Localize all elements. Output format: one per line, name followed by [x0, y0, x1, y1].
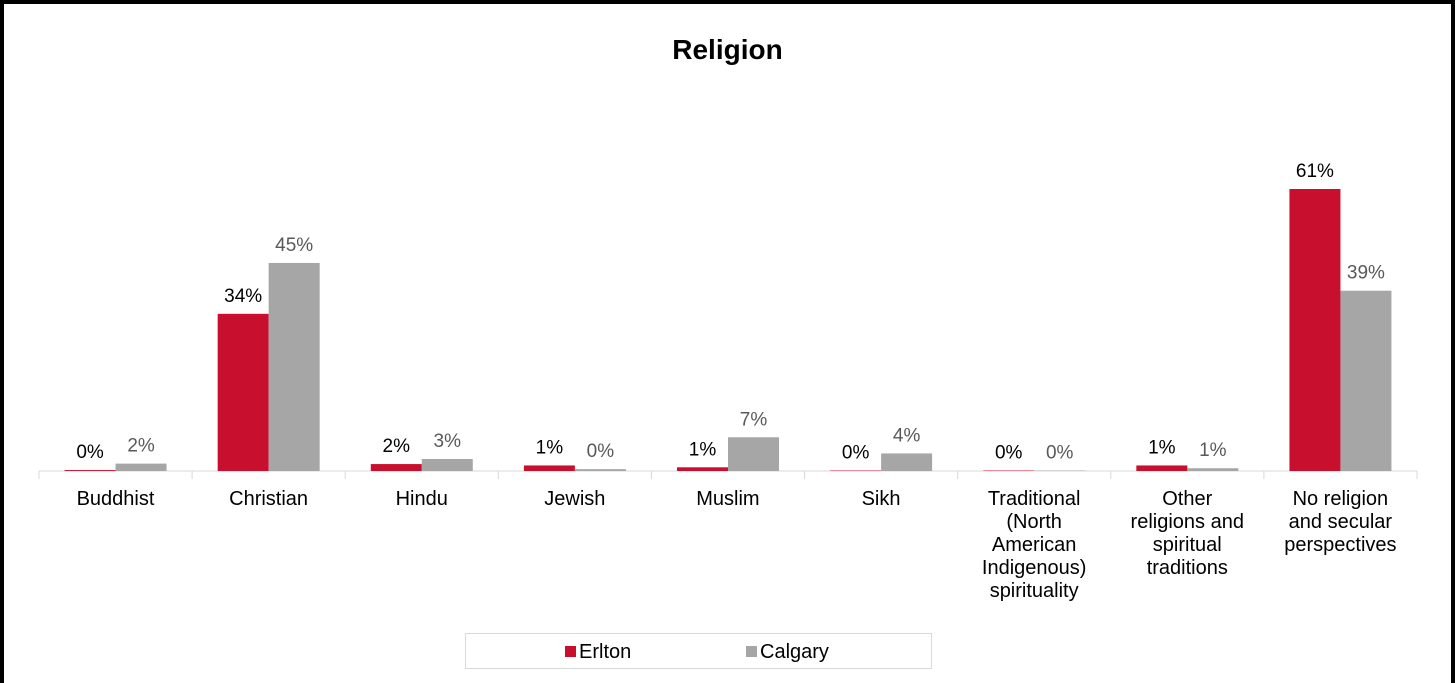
category-label: Other religions and spiritual traditions: [1130, 488, 1244, 579]
bar-calgary-5: [881, 453, 933, 471]
category-label: Traditional (North American Indigenous) …: [981, 488, 1087, 602]
data-label-erlton-6: 0%: [995, 443, 1023, 464]
data-label-calgary-3: 0%: [587, 441, 615, 462]
legend-item-erlton: Erlton: [565, 640, 631, 664]
legend-item-calgary: Calgary: [746, 640, 829, 664]
bar-erlton-2: [370, 464, 422, 471]
bar-erlton-4: [677, 467, 728, 471]
bar-erlton-1: [217, 313, 269, 471]
data-label-erlton-0: 0%: [76, 442, 104, 463]
bar-calgary-3: [574, 469, 626, 471]
data-label-calgary-0: 2%: [127, 436, 155, 457]
bar-calgary-0: [115, 463, 167, 471]
bar-calgary-8: [1340, 290, 1392, 471]
bar-calgary-2: [421, 458, 473, 471]
legend-swatch-calgary: [746, 646, 757, 657]
data-label-calgary-1: 45%: [275, 235, 313, 256]
data-label-erlton-3: 1%: [536, 437, 564, 458]
bar-erlton-3: [523, 465, 575, 471]
data-label-calgary-6: 0%: [1046, 443, 1074, 464]
data-label-calgary-2: 3%: [434, 431, 462, 452]
legend-swatch-erlton: [565, 646, 576, 657]
data-label-erlton-4: 1%: [689, 439, 717, 460]
bar-erlton-0: [64, 470, 116, 471]
bar-calgary-7: [1187, 468, 1239, 471]
category-label: Sikh: [861, 488, 901, 510]
legend: Erlton Calgary: [465, 633, 932, 669]
data-label-erlton-5: 0%: [842, 443, 870, 464]
chart-title: Religion: [672, 34, 783, 65]
category-label: Jewish: [544, 488, 606, 510]
data-label-calgary-4: 7%: [740, 409, 768, 430]
category-label: Christian: [229, 488, 309, 510]
bar-calgary-4: [728, 437, 779, 471]
category-label: Muslim: [696, 488, 760, 510]
bar-calgary-1: [268, 262, 320, 471]
data-label-calgary-8: 39%: [1347, 263, 1385, 284]
data-label-calgary-5: 4%: [893, 425, 921, 446]
legend-label-erlton: Erlton: [579, 641, 632, 663]
category-label: No religion and secular perspectives: [1284, 488, 1397, 556]
bar-erlton-7: [1136, 465, 1188, 471]
data-label-erlton-8: 61%: [1296, 161, 1334, 182]
data-label-erlton-1: 34%: [224, 286, 262, 307]
legend-label-calgary: Calgary: [760, 641, 829, 663]
bar-erlton-8: [1289, 189, 1341, 471]
data-label-erlton-7: 1%: [1148, 437, 1176, 458]
category-label: Buddhist: [76, 488, 155, 510]
category-label: Hindu: [395, 488, 448, 510]
data-label-erlton-2: 2%: [383, 436, 411, 457]
data-label-calgary-7: 1%: [1199, 440, 1227, 461]
